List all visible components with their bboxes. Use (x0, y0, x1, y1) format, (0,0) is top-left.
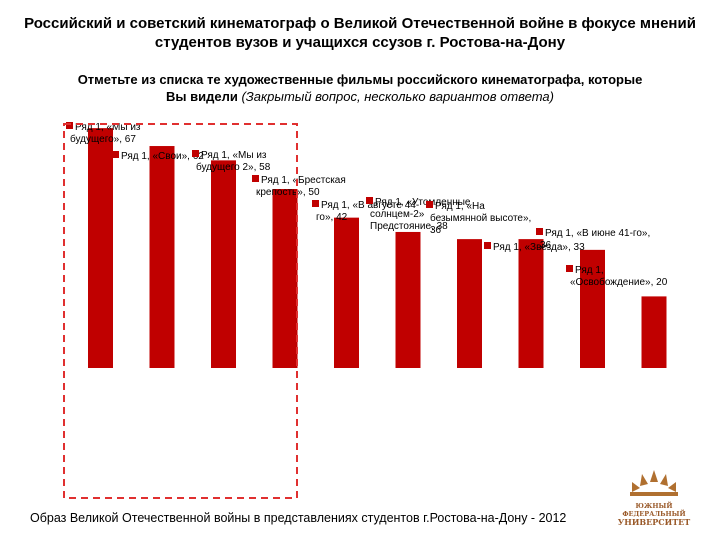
bar-8 (518, 239, 544, 368)
label-marker-10 (566, 265, 573, 272)
bar-9 (580, 249, 605, 368)
title-line-1: Российский и советский кинематограф о Ве… (24, 15, 696, 32)
logo-line-3: УНИВЕРСИТЕТ (618, 517, 690, 527)
bar-6 (395, 231, 421, 368)
bar-10 (641, 296, 667, 368)
bar-1 (88, 128, 113, 368)
data-label-4: Ряд 1, «Брестская крепость», 50 (256, 175, 346, 198)
question-note: (Закрытый вопрос, несколько вариантов от… (241, 89, 554, 104)
data-label-3: Ряд 1, «Мы из будущего 2», 58 (196, 150, 271, 173)
logo-line-2: ФЕДЕРАЛЬНЫЙ (622, 508, 685, 518)
data-label-9: Ряд 1, «Звезда», 33 (493, 242, 585, 253)
label-marker-6 (366, 197, 373, 204)
label-marker-9 (484, 242, 491, 249)
logo-emblem-icon (630, 470, 678, 496)
question-emphasis: Вы видели (166, 89, 238, 104)
question-line-2: Вы видели (Закрытый вопрос, несколько ва… (20, 88, 700, 105)
data-label-8: Ряд 1, «В июне 41-го», 36 (540, 228, 650, 251)
bar-2 (149, 146, 175, 368)
bars-group (88, 128, 667, 368)
label-marker-3 (192, 150, 199, 157)
question-text: Отметьте из списка те художественные фил… (20, 71, 700, 105)
bar-7 (457, 239, 482, 368)
title-line-2: студентов вузов и учащихся ссузов г. Рос… (154, 34, 566, 51)
label-marker-2 (112, 151, 119, 158)
university-logo: ЮЖНЫЙ ФЕДЕРАЛЬНЫЙ УНИВЕРСИТЕТ (618, 470, 690, 527)
data-label-1: Ряд 1, «Мы из будущего», 67 (70, 122, 141, 145)
label-marker-1 (66, 122, 73, 129)
label-marker-4 (252, 175, 259, 182)
page-title: Российский и советский кинематограф о Ве… (20, 14, 700, 52)
bar-3 (211, 160, 236, 368)
question-line-1: Отметьте из списка те художественные фил… (77, 72, 643, 87)
data-label-7: Ряд 1, «На безымянной высоте», 36 (430, 201, 531, 236)
label-marker-7 (426, 201, 433, 208)
label-marker-8 (536, 228, 543, 235)
data-labels-group: Ряд 1, «Мы из будущего», 67 Ряд 1, «Свои»,… (66, 122, 668, 288)
data-label-5: Ряд 1, «В августе 44-го», 42 (316, 200, 419, 223)
data-label-6: Ряд 1, «Утомленные солнцем-2» Предстояние,… (370, 197, 471, 232)
label-marker-5 (312, 200, 319, 207)
footer-caption: Образ Великой Отечественной войны в пред… (30, 511, 567, 525)
highlight-dashed-box (63, 123, 298, 499)
bar-4 (272, 189, 298, 368)
data-label-10: Ряд 1, «Освобождение», 20 (570, 265, 668, 288)
bar-5 (334, 217, 359, 368)
data-label-2: Ряд 1, «Свои», 62 (121, 151, 204, 162)
logo-line-1: ЮЖНЫЙ (636, 500, 673, 510)
